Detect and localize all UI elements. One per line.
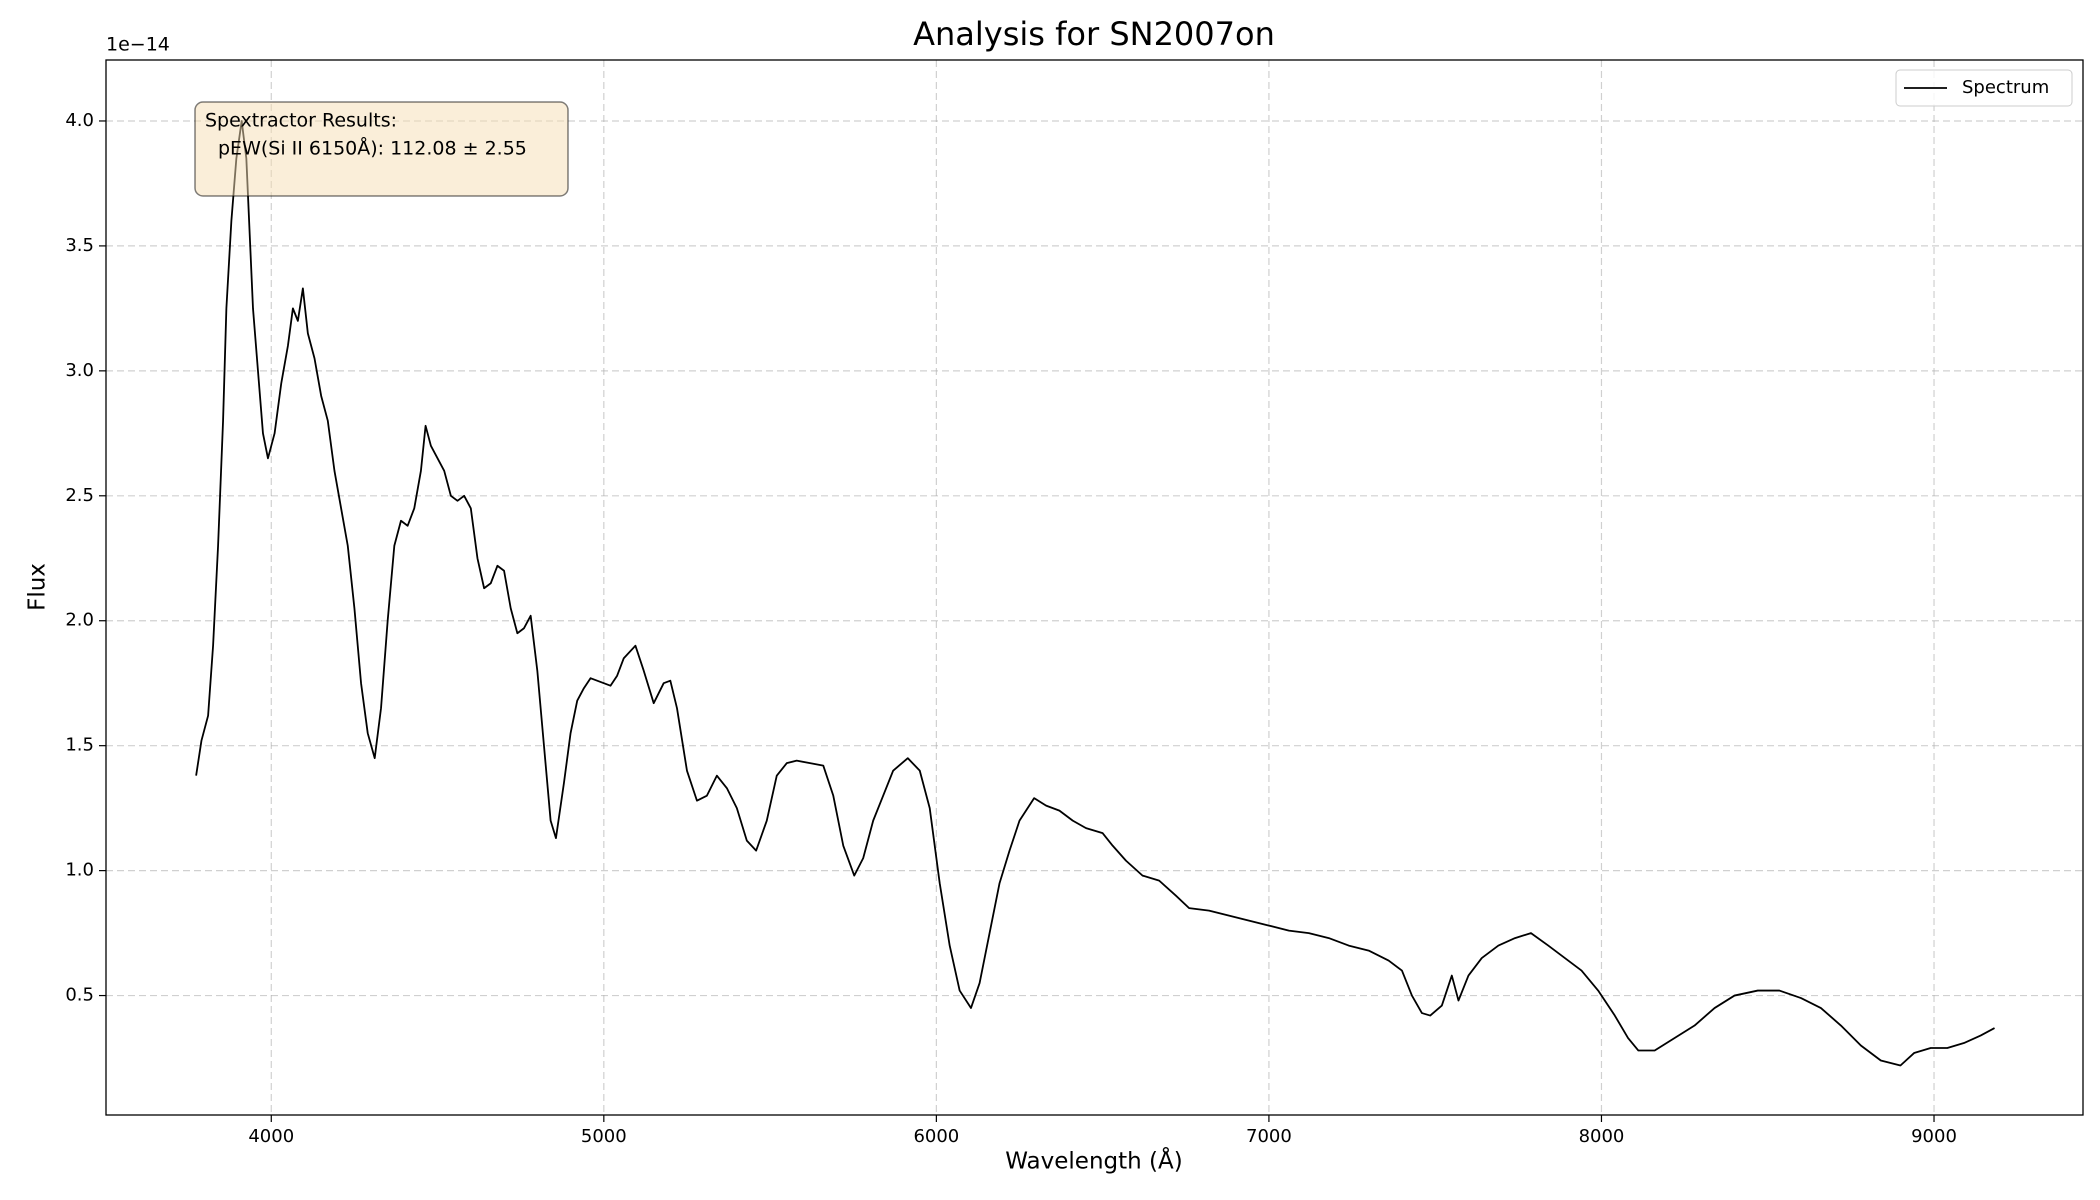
plot-area: [195, 120, 1995, 1067]
x-axis-label: Wavelength (Å): [1005, 1147, 1182, 1175]
y-tick-label: 1.0: [65, 860, 94, 881]
x-tick-label: 8000: [1579, 1126, 1625, 1147]
x-tick-label: 9000: [1911, 1126, 1957, 1147]
x-tick-label: 4000: [248, 1126, 294, 1147]
legend: Spectrum: [1895, 69, 2073, 107]
y-tick-label: 2.5: [65, 485, 94, 506]
y-tick-label: 3.5: [65, 235, 94, 256]
chart-title: Analysis for SN2007on: [913, 15, 1275, 53]
y-axis-label: Flux: [25, 563, 51, 611]
legend-label: Spectrum: [1962, 77, 2049, 98]
y-tick-label: 4.0: [65, 110, 94, 131]
y-offset-label: 1e−14: [106, 34, 170, 56]
annotation-line: Spextractor Results:: [205, 110, 397, 132]
axes-frame: [105, 59, 2084, 1116]
legend-box: [1895, 69, 2073, 107]
y-tick-label: 3.0: [65, 360, 94, 381]
x-tick-label: 5000: [581, 1126, 627, 1147]
annotation-line: pEW(Si II 6150Å): 112.08 ± 2.55: [218, 137, 527, 160]
annotation-box: [194, 101, 569, 197]
series-line: [195, 120, 1995, 1067]
y-tick-label: 1.5: [65, 735, 94, 756]
x-tick-label: 7000: [1246, 1126, 1292, 1147]
x-tick-label: 6000: [913, 1126, 959, 1147]
y-tick-label: 0.5: [65, 985, 94, 1006]
y-tick-label: 2.0: [65, 610, 94, 631]
annotation: Spextractor Results: pEW(Si II 6150Å): 1…: [194, 101, 569, 197]
